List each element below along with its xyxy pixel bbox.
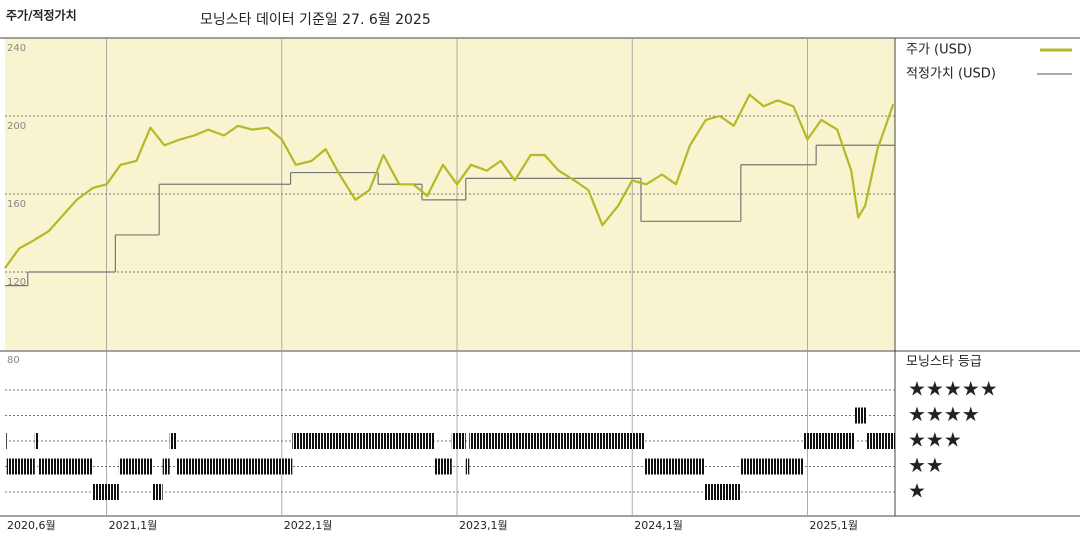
rating-bar (152, 484, 163, 500)
rating-label: ★★★★★ (908, 377, 998, 401)
rating-bar (162, 458, 170, 475)
rating-label: ★★★ (908, 428, 962, 452)
rating-bar (292, 433, 435, 449)
rating-bar (6, 458, 35, 475)
rating-bar (704, 484, 741, 500)
rating-bar (5, 433, 7, 449)
rating-bar (644, 458, 705, 475)
rating-bar (854, 407, 867, 424)
rating-bar (803, 433, 855, 449)
rating-bar (866, 433, 895, 449)
y-tick-label: 80 (7, 355, 20, 366)
rating-bar (92, 484, 119, 500)
y-tick-label: 200 (7, 121, 26, 132)
rating-bar (38, 458, 93, 475)
rating-label: ★★ (908, 453, 944, 477)
x-tick-label: 2021,1월 (109, 519, 158, 532)
y-tick-label: 120 (7, 277, 26, 288)
x-tick-label: 2022,1월 (284, 519, 333, 532)
rating-bar (176, 458, 293, 475)
y-tick-label: 160 (7, 199, 26, 210)
chart-title: 주가/적정가치 (6, 8, 77, 23)
rating-bar (451, 433, 466, 449)
rating-label: ★ (908, 479, 926, 503)
rating-bar (34, 433, 39, 449)
x-tick-label: 2024,1월 (634, 519, 683, 532)
rating-label: ★★★★ (908, 402, 980, 426)
rating-title: 모닝스타 등급 (906, 355, 982, 370)
rating-bar (740, 458, 804, 475)
rating-bar (434, 458, 452, 475)
y-tick-label: 240 (7, 43, 26, 54)
rating-bar (465, 458, 470, 475)
rating-bar (469, 433, 645, 449)
x-tick-label: 2023,1월 (459, 519, 508, 532)
x-tick-label: 2025,1월 (809, 519, 858, 532)
rating-bar (118, 458, 153, 475)
chart-subtitle: 모닝스타 데이터 기준일 27. 6월 2025 (200, 12, 431, 28)
legend-label: 적정가치 (USD) (906, 67, 996, 82)
x-tick-label: 2020,6월 (7, 519, 56, 532)
legend-label: 주가 (USD) (906, 43, 972, 58)
rating-bar (169, 433, 177, 449)
price-line (4, 93, 895, 269)
